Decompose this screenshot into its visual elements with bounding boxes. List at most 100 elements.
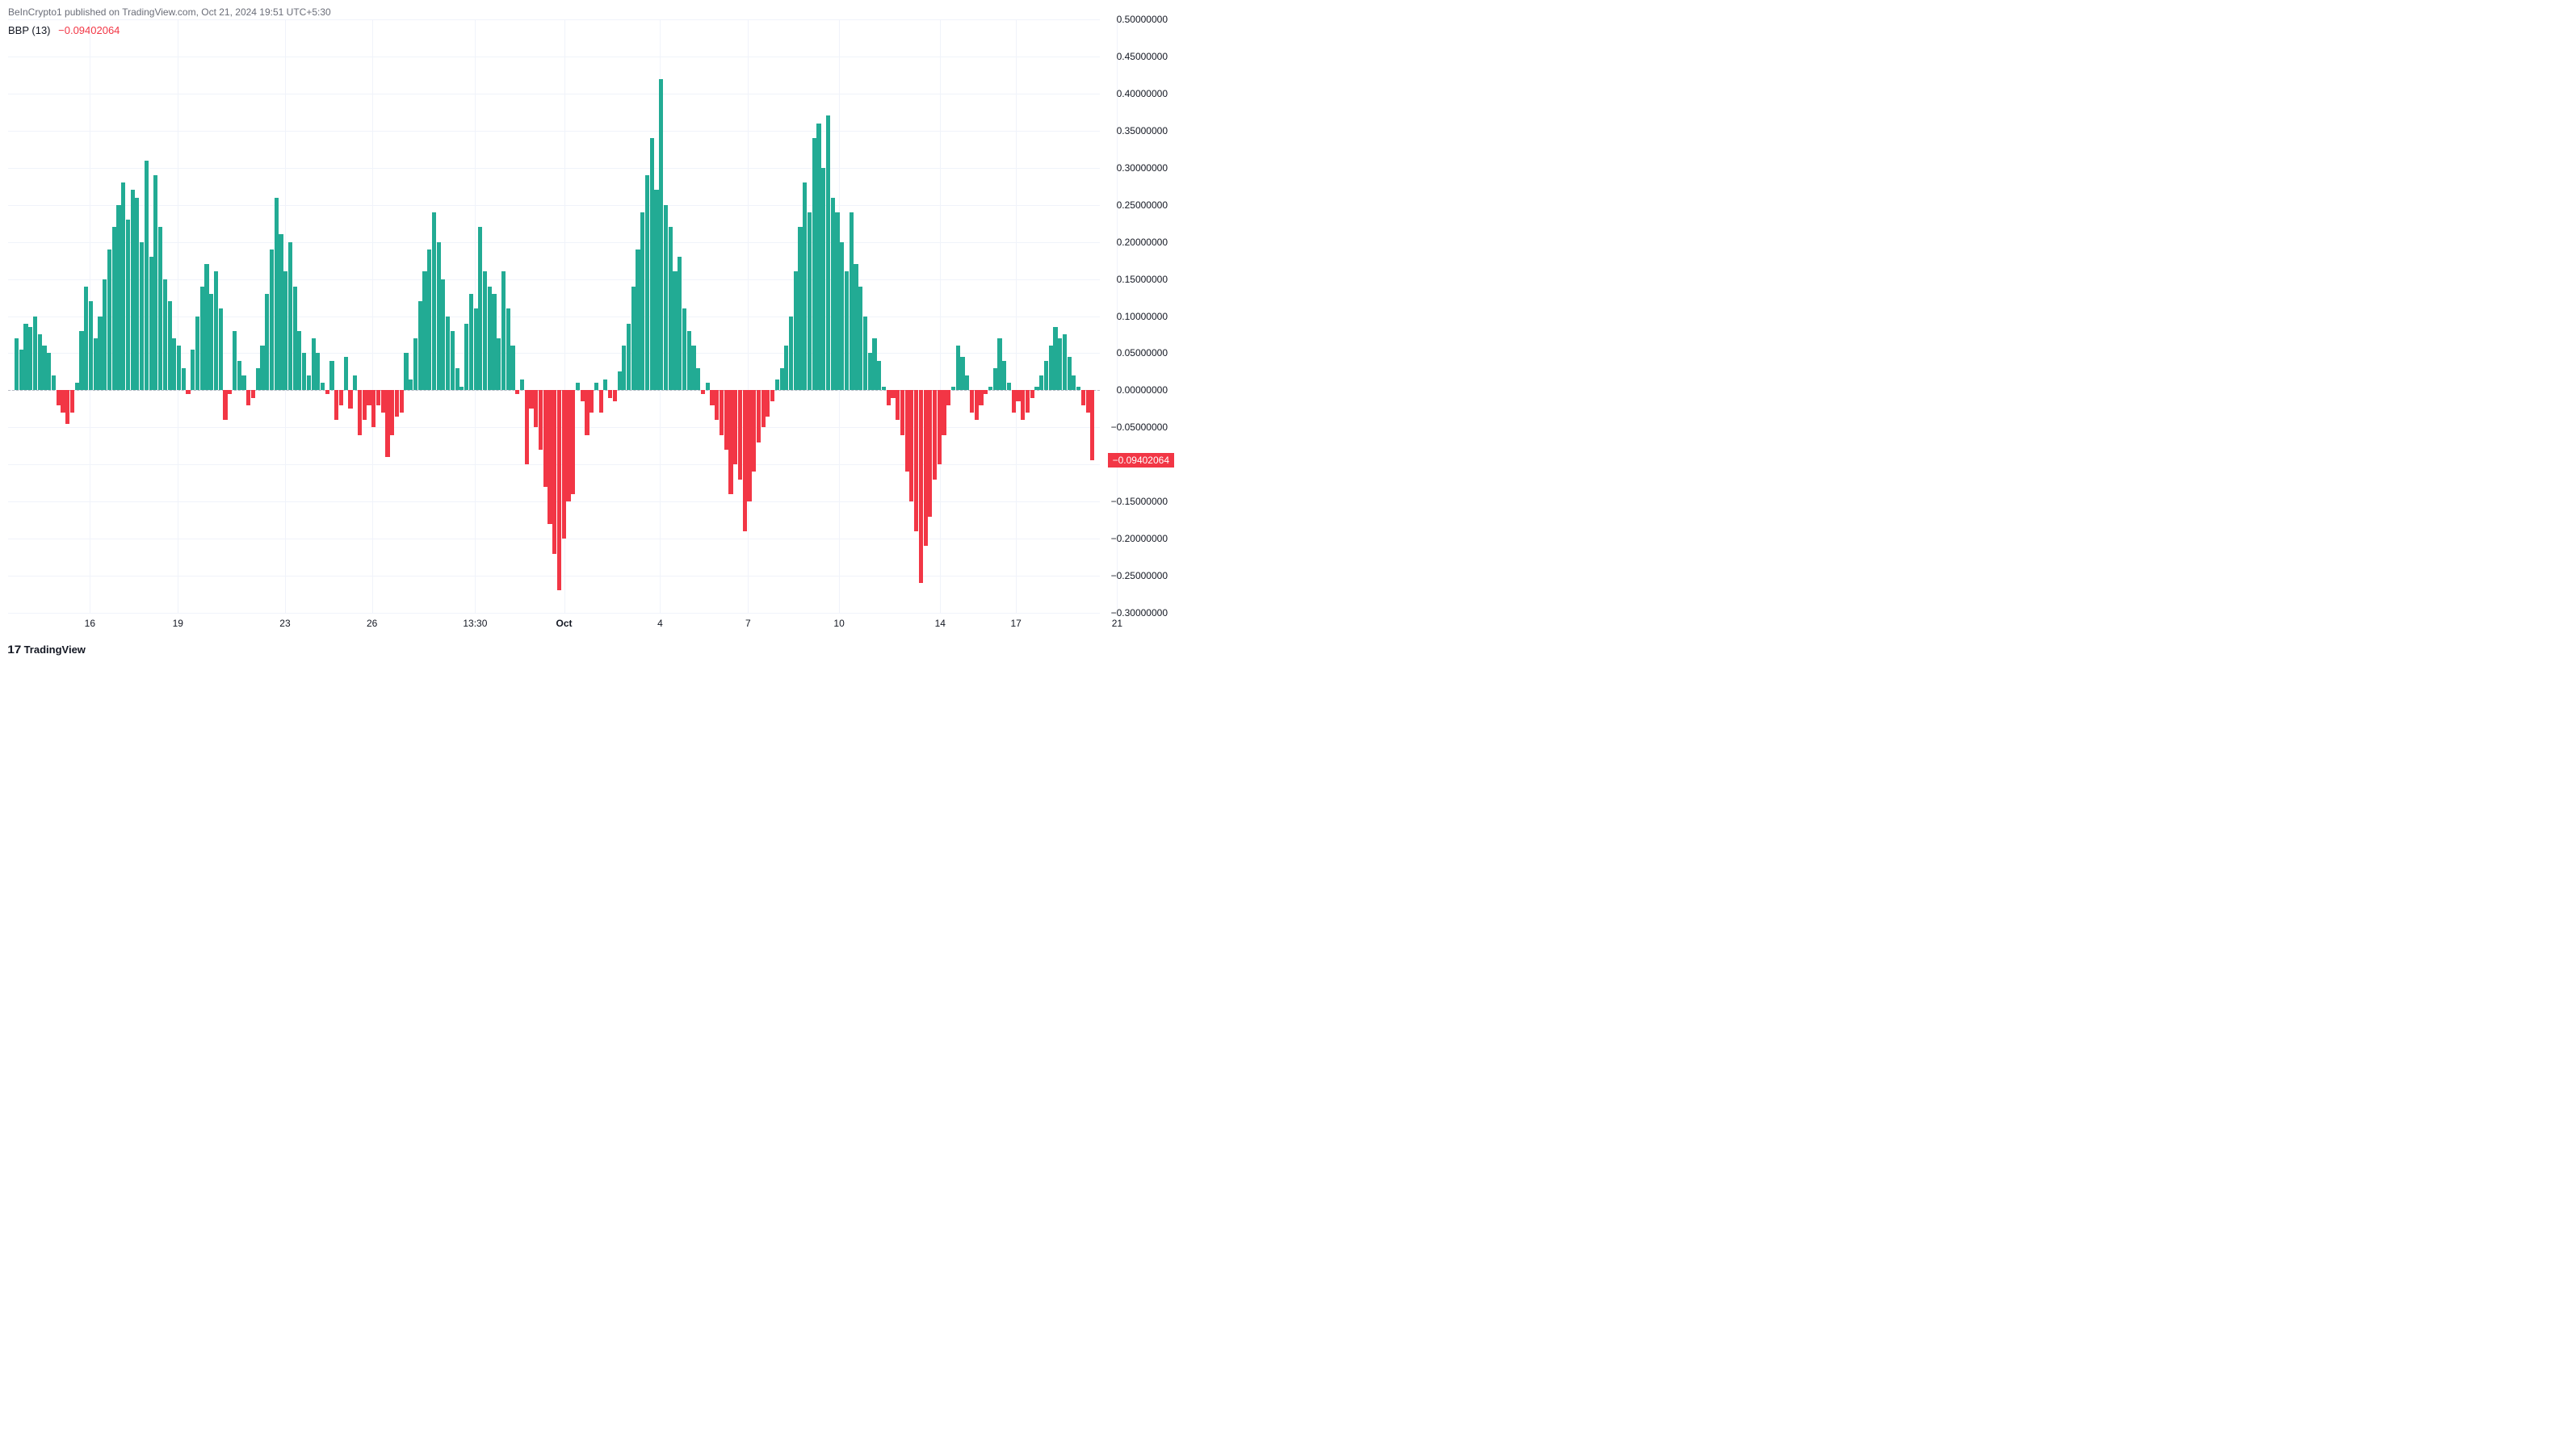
bar [427,249,431,391]
bar [812,138,816,390]
gridline-v [940,19,941,613]
gridline-h [8,279,1100,280]
bar [654,190,658,390]
bar [840,242,844,391]
bar [474,308,478,390]
bar [882,387,886,391]
bar [728,390,732,494]
attribution-text: BeInCrypto1 published on TradingView.com… [8,6,331,18]
bar [126,220,130,390]
bar [1026,390,1030,413]
bar [302,353,306,390]
bar [645,175,649,390]
bar [260,346,264,390]
bar [780,368,784,391]
bar [919,390,923,583]
bar [594,383,598,390]
bar [946,390,950,405]
bar [710,390,714,405]
bar [488,287,492,391]
bar [552,390,556,553]
bar [510,346,514,390]
bar [28,327,32,390]
bar [720,390,724,434]
bar [794,271,798,390]
bar [1090,390,1094,459]
bar [691,346,695,390]
bar [887,390,891,405]
bar [270,249,274,391]
bar [182,368,186,391]
bar [770,390,774,401]
bar [988,387,992,391]
bar [219,308,223,390]
bar [678,257,682,390]
bar [483,271,487,390]
bar [1058,338,1062,390]
bar [868,353,872,390]
bar [845,271,849,390]
bar [1072,375,1076,390]
bar [613,390,617,401]
bar [650,138,654,390]
bar [204,264,208,390]
bar [669,227,673,390]
bar [400,390,404,413]
x-tick-label: 19 [173,618,183,629]
bar [172,338,176,390]
bar [501,271,506,390]
bar [42,346,46,390]
bar [437,242,441,391]
gridline-v [748,19,749,613]
bar [993,368,997,391]
bar [348,390,352,409]
bar [94,338,98,390]
bar [38,334,42,390]
bar [98,317,102,391]
bar [275,198,279,391]
bar [1007,383,1011,390]
bar [576,383,580,390]
bar [344,357,348,390]
bar [200,287,204,391]
x-tick-label: 21 [1112,618,1122,629]
bar [413,338,417,390]
bar [743,390,747,531]
bar [585,390,589,434]
bar [715,390,719,420]
bar [1016,390,1020,401]
bar [1076,387,1080,391]
bar [636,249,640,391]
bar [664,205,668,391]
bar [186,390,190,394]
bar [659,79,663,391]
bar [103,279,107,391]
x-tick-label: 7 [745,618,751,629]
gridline-h [8,576,1100,577]
bar [353,375,357,390]
bar [418,301,422,390]
bar [539,390,543,450]
x-tick-label: 4 [657,618,663,629]
bar [525,390,529,464]
bar [673,271,677,390]
bar [687,331,691,391]
bar [631,287,636,391]
bar [548,390,552,523]
bar [608,390,612,397]
bar [135,198,139,391]
bar [163,279,167,391]
bar [1039,375,1043,390]
bar [61,390,65,413]
bar [914,390,918,531]
x-tick-label: 14 [935,618,946,629]
bar [233,331,237,391]
bar [363,390,367,420]
bar [251,390,255,397]
bar [70,390,74,413]
y-tick-label: 0.40000000 [1117,88,1168,99]
bar [52,375,56,390]
bar [975,390,979,420]
gridline-h [8,168,1100,169]
bar [1002,361,1006,391]
